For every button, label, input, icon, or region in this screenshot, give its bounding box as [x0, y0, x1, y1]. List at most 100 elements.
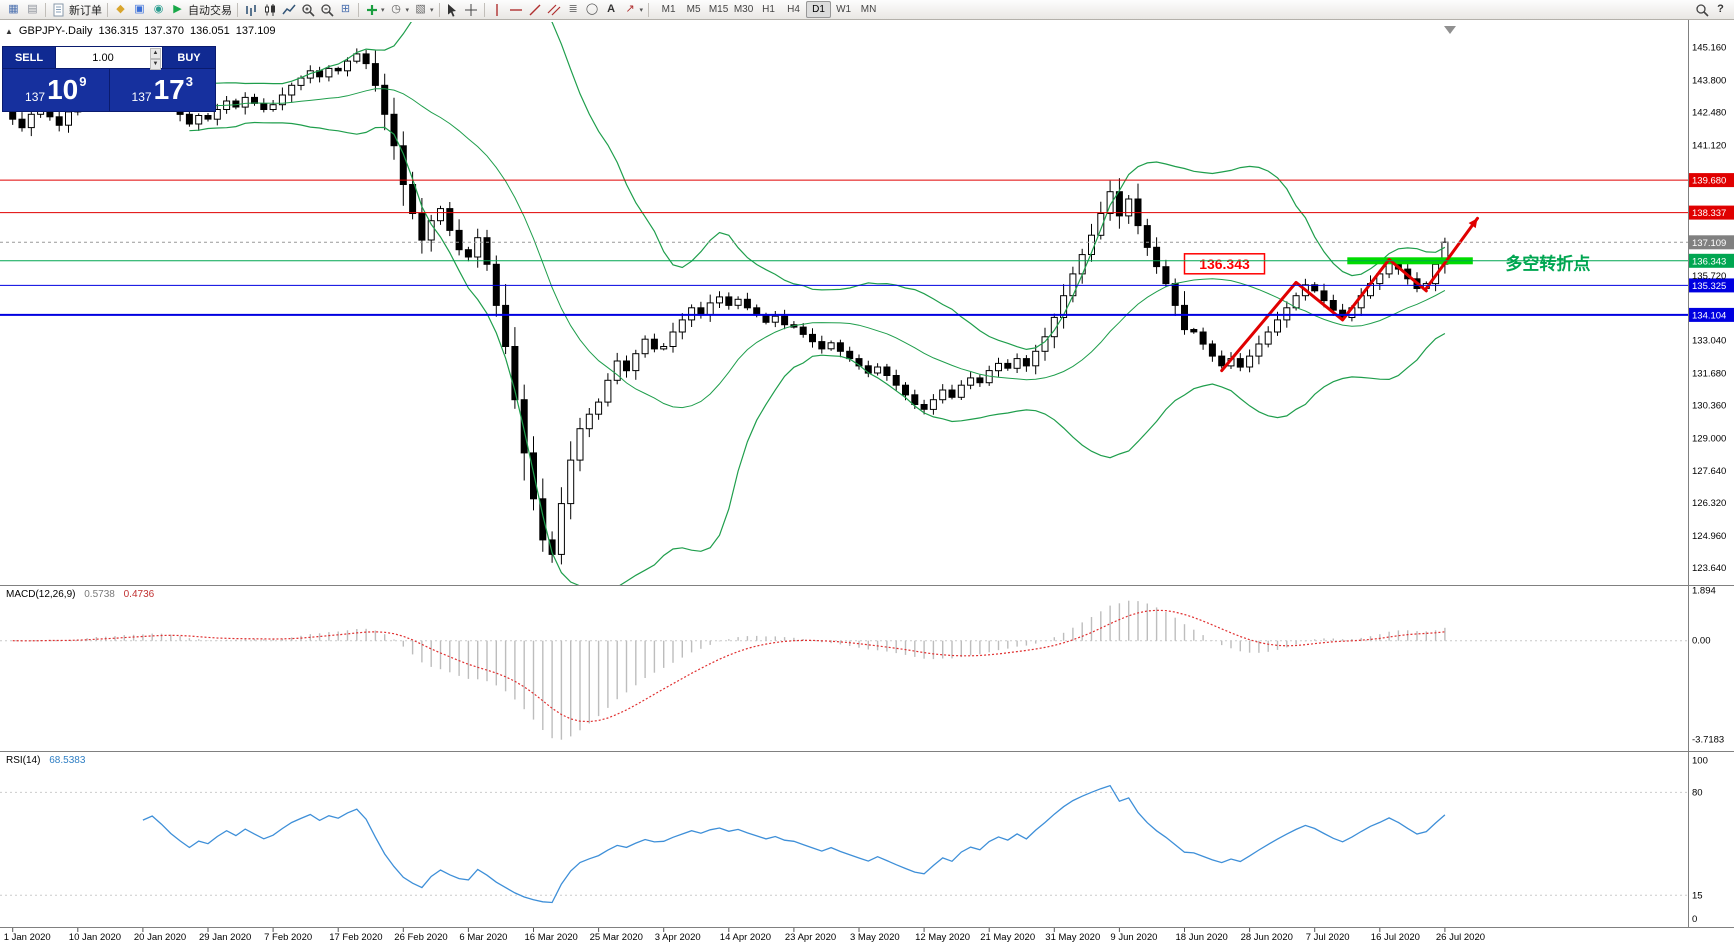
svg-text:12 May 2020: 12 May 2020 — [915, 932, 970, 943]
one-click-toggle[interactable]: ▲ — [5, 26, 13, 36]
timeframe-h4-button[interactable]: H4 — [781, 1, 806, 18]
svg-text:135.325: 135.325 — [1692, 281, 1726, 292]
tile-windows-icon: ⊞ — [340, 3, 351, 15]
price-axis[interactable]: 139.680 138.337 136.343 135.325 134.104 137.1… — [1689, 43, 1734, 925]
sell-button[interactable]: SELL — [3, 47, 55, 68]
volume-input[interactable] — [56, 47, 162, 68]
price-level-badge: 138.337 — [1689, 205, 1734, 220]
horizontal-levels[interactable] — [0, 179, 1688, 316]
sell-price-button[interactable]: 137 10 9 — [3, 69, 110, 111]
channel-button[interactable] — [545, 1, 564, 18]
timeframe-m1-button[interactable]: M1 — [656, 1, 681, 18]
template-icon: ▧ — [415, 3, 426, 15]
indicators-button[interactable]: ▾ — [362, 1, 387, 18]
timeframe-h1-button[interactable]: H1 — [756, 1, 781, 18]
new-order-icon — [51, 2, 66, 17]
timeframe-mn-button[interactable]: MN — [856, 1, 881, 18]
line-chart-button[interactable] — [279, 1, 298, 18]
text-button[interactable]: A — [602, 1, 621, 18]
fibonacci-button[interactable]: ≣ — [564, 1, 583, 18]
volume-down-button[interactable]: ▼ — [150, 59, 161, 70]
text-icon: A — [607, 3, 616, 15]
price-panel[interactable]: 136.343 多空转折点 — [9, 20, 1591, 591]
new-chart-button[interactable]: ▦ — [4, 1, 23, 18]
timeframe-w1-button[interactable]: W1 — [831, 1, 856, 18]
volume-field: ▲ ▼ — [55, 47, 163, 70]
metaeditor-icon: ◆ — [116, 3, 125, 15]
market-watch-button[interactable]: ▣ — [130, 1, 149, 18]
timeframe-m5-button[interactable]: M5 — [681, 1, 706, 18]
svg-text:133.040: 133.040 — [1692, 336, 1726, 347]
timeframe-d1-button[interactable]: D1 — [806, 1, 832, 18]
autotrading-button-label: 自动交易 — [188, 4, 232, 17]
buy-price-button[interactable]: 137 17 3 — [110, 69, 216, 111]
horizontal-line-icon — [509, 2, 524, 17]
svg-text:10 Jan 2020: 10 Jan 2020 — [69, 932, 121, 943]
vertical-line-button[interactable] — [488, 1, 507, 18]
periods-button[interactable]: ◷ ▾ — [387, 1, 412, 18]
zoom-in-button[interactable] — [298, 1, 317, 18]
svg-text:123.640: 123.640 — [1692, 563, 1726, 574]
templates-button[interactable]: ▧ ▾ — [411, 1, 436, 18]
svg-text:7 Jul 2020: 7 Jul 2020 — [1306, 932, 1350, 943]
new-order-button[interactable]: 新订单 — [49, 1, 104, 18]
ohlc-close: 137.109 — [235, 25, 276, 37]
candlestick-chart-icon — [262, 2, 277, 17]
date-axis[interactable]: 1 Jan 2020 10 Jan 2020 20 Jan 2020 29 Jan 2… — [4, 928, 1485, 943]
ohlc-low: 136.051 — [190, 25, 230, 37]
metaeditor-button[interactable]: ◆ — [111, 1, 130, 18]
sell-price-point: 9 — [79, 74, 87, 89]
timeframe-m30-button[interactable]: M30 — [731, 1, 756, 18]
rsi-panel[interactable] — [0, 784, 1688, 904]
search-button[interactable] — [1692, 1, 1711, 18]
candlestick-chart-button[interactable] — [260, 1, 279, 18]
ohlc-open: 136.315 — [98, 25, 139, 37]
volume-up-button[interactable]: ▲ — [150, 48, 161, 59]
buy-button[interactable]: BUY — [163, 47, 215, 68]
svg-text:14 Apr 2020: 14 Apr 2020 — [720, 932, 771, 943]
terminal-button[interactable]: ◉ — [149, 1, 168, 18]
line-chart-icon — [281, 2, 296, 17]
profiles-button[interactable]: ▤ — [23, 1, 42, 18]
bar-chart-icon — [243, 2, 258, 17]
search-icon — [1694, 2, 1709, 17]
bar-chart-button[interactable] — [241, 1, 260, 18]
tile-windows-button[interactable]: ⊞ — [336, 1, 355, 18]
rsi-line — [142, 784, 1446, 904]
bollinger-bands — [189, 22, 1446, 585]
trendline-button[interactable] — [526, 1, 545, 18]
indicators-plus-icon — [364, 2, 379, 17]
fibonacci-icon: ≣ — [568, 3, 578, 15]
svg-text:129.000: 129.000 — [1692, 433, 1726, 444]
macd-panel[interactable] — [0, 600, 1688, 740]
current-price-badge: 137.109 — [1689, 235, 1734, 250]
help-button[interactable]: ? — [1711, 1, 1730, 18]
chart-area[interactable]: 136.343 多空转折点 139.680 138.337 136.343 135.325… — [0, 20, 1734, 944]
zoom-in-icon — [300, 2, 315, 17]
sell-price-pips: 10 — [47, 74, 79, 105]
shapes-button[interactable]: ◯ — [583, 1, 602, 18]
timeframe-toolbar: M1 M5 M15 M30 H1 H4 D1 W1 MN — [656, 1, 881, 18]
cursor-icon — [445, 2, 460, 17]
crosshair-button[interactable] — [462, 1, 481, 18]
new-order-button-label: 新订单 — [69, 4, 102, 17]
zoom-out-button[interactable] — [317, 1, 336, 18]
trend-arrowhead — [1468, 218, 1478, 229]
arrows-button[interactable]: ↗ ▾ — [621, 1, 646, 18]
rsi-name: RSI(14) — [6, 755, 41, 766]
svg-text:3 Apr 2020: 3 Apr 2020 — [655, 932, 701, 943]
terminal-icon: ◉ — [153, 3, 164, 15]
annotation-note: 多空转折点 — [1505, 253, 1590, 273]
shapes-icon: ◯ — [585, 3, 599, 15]
volume-stepper: ▲ ▼ — [150, 48, 161, 70]
svg-text:20 Jan 2020: 20 Jan 2020 — [134, 932, 186, 943]
cursor-button[interactable] — [443, 1, 462, 18]
svg-text:0.00: 0.00 — [1692, 636, 1711, 647]
autotrading-button[interactable]: ▶ 自动交易 — [168, 1, 234, 18]
svg-text:0: 0 — [1692, 914, 1697, 925]
horizontal-line-button[interactable] — [507, 1, 526, 18]
channel-icon — [547, 2, 562, 17]
sell-price-prefix: 137 — [25, 90, 46, 104]
timeframe-m15-button[interactable]: M15 — [706, 1, 731, 18]
